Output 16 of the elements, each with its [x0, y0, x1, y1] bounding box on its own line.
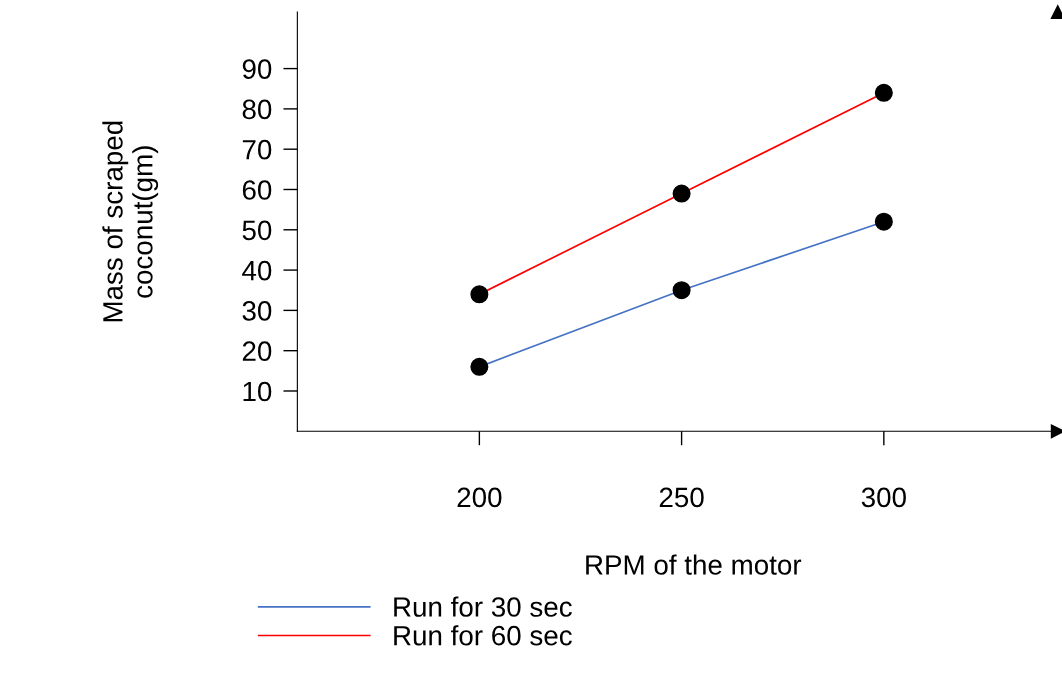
legend-label: Run for 60 sec [394, 625, 572, 646]
legend-label: Run for 30 sec [394, 596, 572, 617]
y-tick-label: 40 [242, 260, 272, 281]
y-tick-label: 50 [242, 220, 272, 241]
y-tick-label: 10 [243, 381, 272, 402]
x-tick-label: 200 [457, 487, 502, 508]
y-axis-title: Mass of scraped coconut(gm) [102, 121, 159, 322]
x-axis-title: RPM of the motor [586, 554, 802, 575]
y-tick-label: 30 [242, 301, 272, 321]
x-tick-label: 250 [659, 487, 704, 508]
y-tick-label: 20 [242, 341, 272, 362]
y-tick-label: 80 [242, 99, 272, 120]
y-tick-label: 60 [242, 180, 272, 200]
y-tick-label: 70 [242, 139, 272, 160]
x-tick-label: 300 [861, 487, 906, 508]
y-tick-label: 90 [242, 59, 272, 79]
